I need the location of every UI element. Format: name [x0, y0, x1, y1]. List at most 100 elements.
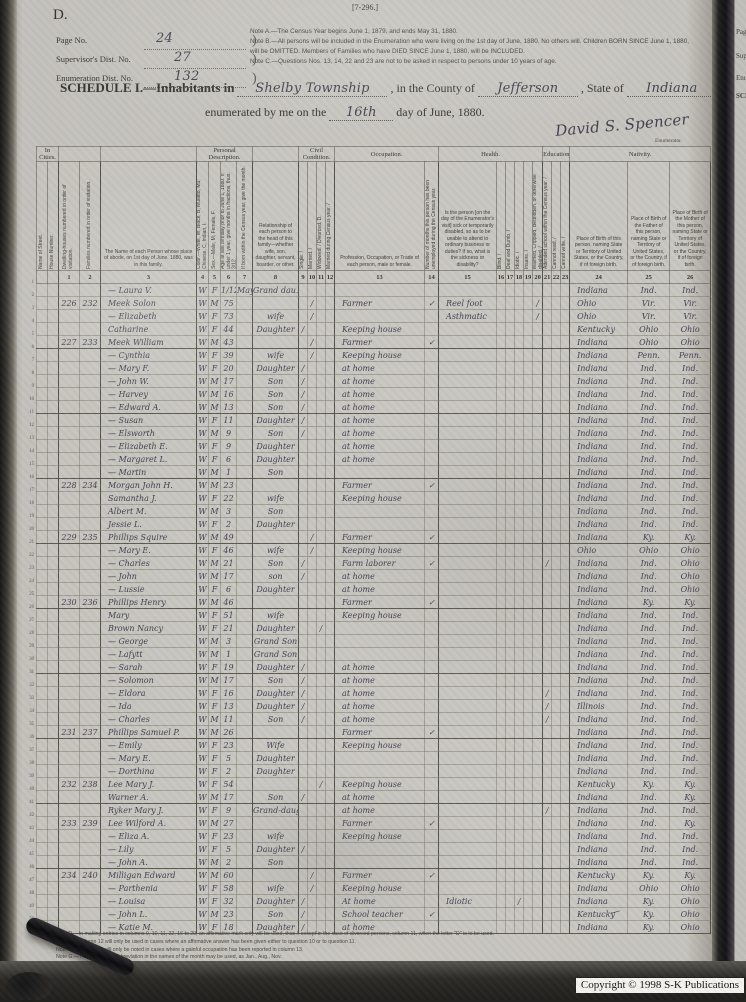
person-name-cell: — Ida [100, 699, 197, 713]
record-cell: / [307, 530, 318, 544]
record-cell: Daughter [252, 764, 300, 778]
census-record-row: 227 233 Meek William W M 43/Farmer ✓ Indiana Ohi… [36, 335, 712, 349]
record-cell: Indiana [569, 829, 629, 843]
record-cell: M [208, 647, 221, 661]
record-cell [58, 387, 80, 401]
record-cell: Ind. [627, 374, 671, 388]
person-name-cell: — Susan [100, 413, 197, 427]
record-cell [79, 803, 101, 817]
record-cell [560, 751, 571, 765]
person-name-cell: — George [100, 634, 197, 648]
record-cell: ✓ [424, 868, 440, 882]
gutter-line-number: 10 [29, 397, 34, 402]
record-cell [514, 829, 525, 843]
column-number: 9 [298, 270, 309, 284]
record-cell [496, 738, 507, 752]
record-cell: W [196, 400, 209, 414]
record-cell [235, 335, 254, 349]
column-group-header: Civil Condition. [298, 146, 336, 162]
record-cell [79, 309, 101, 323]
person-name-cell: Albert M. [100, 504, 197, 518]
column-header: Deaf and Dumb. / [505, 161, 516, 271]
record-cell [551, 699, 562, 713]
record-cell [79, 855, 101, 869]
record-cell [542, 374, 553, 388]
record-cell [316, 816, 327, 830]
record-cell [316, 413, 327, 427]
record-cell [424, 881, 440, 895]
record-cell: Indiana [569, 335, 629, 349]
record-cell: Son [252, 855, 300, 869]
record-cell: M [208, 530, 221, 544]
record-cell [424, 348, 440, 362]
record-cell [58, 790, 80, 804]
column-number: 8 [252, 270, 300, 284]
record-cell [560, 712, 571, 726]
record-cell [523, 556, 534, 570]
record-cell: Indiana [569, 439, 629, 453]
record-cell [438, 387, 498, 401]
record-cell [298, 335, 309, 349]
record-cell: / [298, 322, 309, 336]
record-cell [36, 504, 48, 518]
record-cell: 237 [79, 725, 101, 739]
record-cell [496, 400, 507, 414]
record-cell [523, 699, 534, 713]
record-cell [532, 491, 544, 505]
record-cell: Grand-daughter [252, 803, 300, 817]
person-name-cell: — Louisa [100, 894, 197, 908]
record-cell [438, 699, 498, 713]
record-cell [36, 608, 48, 622]
record-cell: 19 [220, 660, 237, 674]
record-cell [79, 751, 101, 765]
record-cell [325, 803, 336, 817]
census-record-row: — Louisa W F 32 Daughter / At home Idiotic / Indi… [36, 894, 712, 908]
record-cell [438, 543, 498, 557]
record-cell [47, 647, 59, 661]
record-cell [505, 686, 516, 700]
day-fill-in: 16th [329, 105, 394, 121]
record-cell [496, 296, 507, 310]
record-cell [505, 881, 516, 895]
record-cell [235, 530, 254, 544]
record-cell [307, 673, 318, 687]
record-cell [252, 868, 300, 882]
record-cell [438, 790, 498, 804]
record-cell [79, 491, 101, 505]
record-cell [325, 855, 336, 869]
column-number: 20 [532, 270, 544, 284]
record-cell [532, 699, 544, 713]
record-cell: Indiana [569, 283, 629, 297]
record-cell [560, 855, 571, 869]
record-cell: W [196, 335, 209, 349]
record-cell [496, 439, 507, 453]
brace-mark: ) [252, 52, 257, 67]
record-cell [542, 387, 553, 401]
record-cell: at home [334, 699, 426, 713]
record-cell [514, 803, 525, 817]
column-number: 13 [334, 270, 426, 284]
person-name-cell: Ryker Mary J. [100, 803, 197, 817]
record-cell: at home [334, 712, 426, 726]
record-cell: Ind. [627, 283, 671, 297]
record-cell [325, 309, 336, 323]
record-cell: / [542, 803, 553, 817]
record-cell [424, 764, 440, 778]
person-name-cell: Jessie L. [100, 517, 197, 531]
record-cell: 17 [220, 569, 237, 583]
record-cell: / [298, 894, 309, 908]
record-cell [47, 673, 59, 687]
record-cell [298, 855, 309, 869]
record-cell: Son [252, 465, 300, 479]
record-cell [560, 699, 571, 713]
record-cell [551, 504, 562, 518]
record-cell: / [307, 296, 318, 310]
record-cell: / [316, 621, 327, 635]
record-cell: W [196, 595, 209, 609]
column-number [36, 270, 48, 284]
record-cell [47, 621, 59, 635]
record-cell [235, 465, 254, 479]
record-cell: M [208, 855, 221, 869]
record-cell: 17 [220, 673, 237, 687]
record-cell: 17 [220, 790, 237, 804]
